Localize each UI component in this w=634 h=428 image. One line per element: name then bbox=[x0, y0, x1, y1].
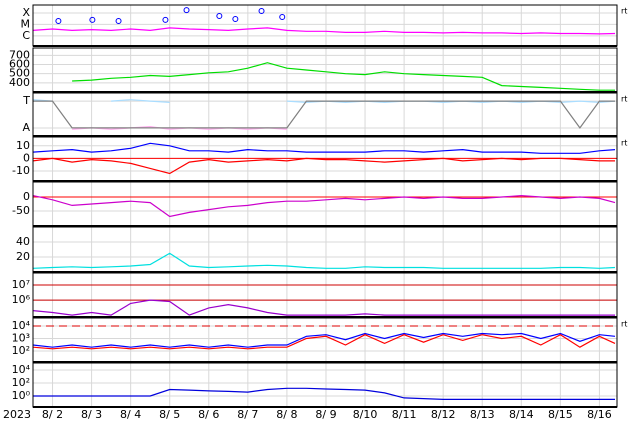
y-tick-label: C bbox=[22, 29, 30, 42]
x-tick-label: 8/ 7 bbox=[237, 408, 258, 421]
y-tick-label: A bbox=[22, 121, 30, 134]
flare-marker bbox=[89, 16, 96, 23]
y-tick-label: 10⁴ bbox=[12, 319, 31, 332]
data-line bbox=[32, 194, 616, 218]
panel-frame bbox=[32, 47, 618, 93]
y-tick-label: 40 bbox=[16, 235, 30, 248]
y-tick-label: 20 bbox=[16, 250, 30, 263]
flare-marker bbox=[183, 7, 190, 14]
data-line bbox=[33, 100, 615, 129]
flare-marker bbox=[258, 7, 265, 14]
y-tick-label: 10² bbox=[12, 344, 30, 357]
y-tick-label: -10 bbox=[12, 164, 30, 177]
data-line bbox=[32, 332, 616, 348]
x-tick-label: 8/14 bbox=[509, 408, 534, 421]
data-line bbox=[72, 125, 287, 130]
x-tick-label: 8/ 2 bbox=[42, 408, 63, 421]
x-tick-label: 8/16 bbox=[587, 408, 612, 421]
flare-marker bbox=[115, 17, 122, 24]
y-tick-label: T bbox=[22, 94, 30, 107]
x-tick-label: 8/ 4 bbox=[120, 408, 141, 421]
y-tick-label: 500 bbox=[9, 67, 30, 80]
data-line bbox=[32, 299, 615, 316]
y-tick-label: 400 bbox=[9, 76, 30, 89]
y-tick-label: 10 bbox=[16, 139, 30, 152]
x-tick-label: 8/10 bbox=[353, 408, 378, 421]
flare-marker bbox=[216, 12, 223, 19]
y-tick-label: X bbox=[22, 6, 30, 19]
flare-marker bbox=[232, 15, 239, 22]
data-line bbox=[111, 99, 170, 103]
x-tick-label: 8/ 5 bbox=[159, 408, 180, 421]
panel-frame bbox=[32, 226, 618, 273]
y-tick-label: 10⁶ bbox=[12, 293, 31, 306]
panel-frame bbox=[32, 272, 618, 318]
panel-frame bbox=[32, 181, 618, 227]
data-line bbox=[286, 100, 616, 104]
y-tick-label: 10³ bbox=[12, 331, 30, 344]
data-line bbox=[33, 387, 615, 400]
y-tick-label: 10⁷ bbox=[12, 278, 30, 291]
panel-frame bbox=[32, 92, 618, 137]
data-line bbox=[32, 27, 616, 35]
y-tick-label: 700 bbox=[9, 48, 30, 61]
year-label: 2023 bbox=[3, 408, 31, 421]
right-label: rt bbox=[621, 7, 627, 16]
data-line bbox=[72, 62, 615, 91]
x-tick-label: 8/12 bbox=[431, 408, 456, 421]
x-tick-label: 8/ 8 bbox=[276, 408, 297, 421]
right-label: rt bbox=[621, 139, 627, 148]
x-tick-label: 8/ 9 bbox=[315, 408, 336, 421]
y-tick-label: M bbox=[21, 17, 31, 30]
x-tick-label: 8/13 bbox=[470, 408, 495, 421]
right-label: rt bbox=[621, 320, 627, 329]
y-tick-label: 0 bbox=[23, 190, 30, 203]
flare-marker bbox=[55, 17, 62, 24]
x-tick-label: 8/ 6 bbox=[198, 408, 219, 421]
flare-marker bbox=[162, 16, 169, 23]
flare-marker bbox=[279, 13, 286, 20]
right-label: rt bbox=[621, 95, 627, 104]
y-tick-label: -50 bbox=[12, 204, 30, 217]
y-tick-label: 10² bbox=[12, 376, 30, 389]
x-tick-label: 8/11 bbox=[392, 408, 417, 421]
y-tick-label: 600 bbox=[9, 58, 30, 71]
x-tick-label: 8/15 bbox=[548, 408, 573, 421]
data-line bbox=[32, 334, 616, 350]
data-line bbox=[32, 142, 616, 154]
x-tick-label: 8/ 3 bbox=[81, 408, 102, 421]
y-tick-label: 0 bbox=[23, 151, 30, 164]
y-tick-label: 10⁰ bbox=[12, 389, 31, 402]
panel-frame bbox=[32, 4, 618, 47]
data-line bbox=[32, 157, 615, 175]
y-tick-label: 10⁴ bbox=[12, 363, 31, 376]
data-line bbox=[32, 252, 616, 269]
